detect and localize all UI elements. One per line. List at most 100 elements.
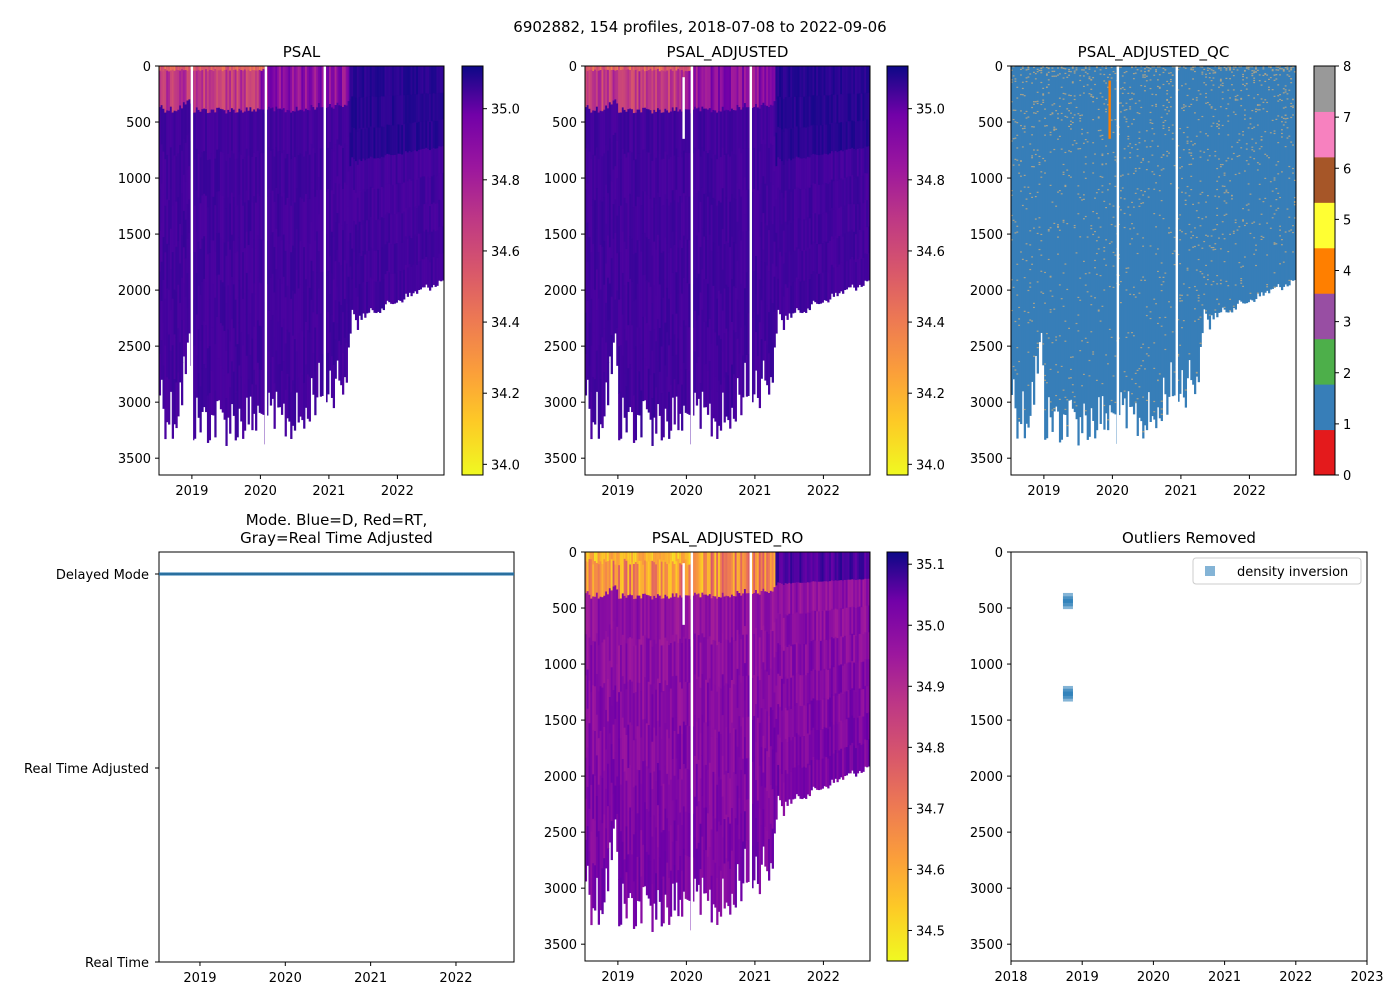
qc-flag8-mark [1092, 119, 1095, 121]
heat-cell [391, 125, 395, 156]
chart-title-line2: Gray=Real Time Adjusted [240, 529, 433, 547]
heat-cell [195, 272, 199, 315]
heat-cell [380, 277, 384, 309]
heat-cell [441, 199, 445, 228]
heat-cell [760, 144, 763, 184]
qc-flag8-mark [1279, 98, 1282, 101]
heat-cell [779, 220, 782, 253]
qc-flag8-mark [1136, 369, 1139, 372]
heat-cell [410, 209, 413, 239]
heat-cell [330, 107, 334, 150]
surface-layer [588, 66, 591, 70]
heat-cell [364, 160, 367, 193]
heat-cell [292, 110, 295, 157]
qc-flag8-mark [1266, 222, 1269, 224]
qc-flag8-mark [1245, 88, 1249, 90]
mode-point [317, 572, 321, 576]
heat-cell [666, 729, 669, 775]
heat-cell [401, 242, 404, 273]
qc-flag8-mark [1140, 347, 1143, 349]
qc-flag8-mark [1279, 229, 1282, 231]
heat-cell [686, 66, 689, 110]
qc-flag8-mark [1169, 231, 1173, 233]
qc-flag8-mark [1149, 111, 1152, 114]
heat-cell [779, 66, 782, 98]
qc-flag8-mark [1219, 80, 1223, 82]
heat-cell [221, 282, 224, 327]
heat-cell [216, 66, 219, 109]
heat-cell [590, 691, 593, 739]
heat-cell [682, 320, 686, 364]
heat-cell [725, 284, 728, 330]
qc-flag8-mark [1031, 134, 1034, 136]
heat-cell [310, 143, 313, 184]
plot-frame [1010, 65, 1297, 476]
heat-cell [829, 153, 832, 183]
heat-cell [197, 329, 200, 374]
heat-cell [334, 300, 337, 340]
surface-layer [621, 66, 625, 70]
qc-flag8-mark [1044, 379, 1047, 381]
heat-cell [236, 390, 239, 438]
heat-cell [719, 293, 723, 340]
heat-cell [586, 630, 589, 670]
heat-cell [212, 196, 215, 241]
mode-point [447, 572, 450, 576]
heat-cell [243, 66, 247, 113]
heat-cell [788, 189, 791, 221]
qc-flag8-mark [1025, 243, 1028, 245]
qc-flag8-mark [1169, 306, 1173, 308]
qc-flag8-mark [1057, 138, 1060, 140]
heat-cell [671, 107, 675, 150]
heat-cell [173, 334, 176, 380]
heat-cell [421, 259, 424, 288]
heat-cell [854, 66, 858, 95]
qc-flag8-mark [1042, 87, 1045, 89]
qc-flag8-mark [1153, 298, 1156, 300]
heat-cell [703, 193, 706, 237]
heat-cell [623, 639, 626, 685]
heat-cell [669, 157, 673, 204]
heat-cell [830, 66, 834, 95]
heat-cell [664, 808, 667, 852]
heat-cell [184, 335, 187, 375]
heat-cell [845, 261, 848, 290]
heat-cell [247, 379, 250, 425]
qc-flag8-mark [1286, 67, 1289, 69]
qc-flag8-mark [1225, 107, 1228, 110]
surface-layer [168, 66, 171, 72]
heat-cell [595, 188, 599, 230]
heat-cell [823, 153, 826, 184]
surface-layer [603, 66, 606, 70]
qc-flag8-mark [1023, 127, 1027, 129]
surface-layer [253, 66, 256, 71]
heat-cell [594, 686, 597, 732]
qc-flag8-mark [1253, 253, 1256, 255]
heat-cell [814, 183, 817, 214]
heat-cell [219, 280, 223, 324]
qc-flag8-mark [1195, 97, 1199, 99]
heat-cell [273, 292, 276, 339]
heat-cell [631, 368, 634, 413]
qc-flag8-mark [1125, 121, 1128, 123]
heat-cell [681, 157, 684, 204]
heat-cell [727, 198, 730, 244]
heat-cell [843, 233, 847, 263]
qc-flag8-mark [1070, 151, 1073, 153]
heat-cell [288, 287, 291, 333]
heat-cell [243, 202, 247, 249]
heat-cell [369, 186, 373, 218]
qc-flag8-mark [1103, 258, 1106, 260]
qc-flag8-mark [1173, 66, 1176, 68]
heat-cell [210, 66, 213, 111]
heat-cell [280, 283, 284, 328]
qc-flag8-mark [1103, 80, 1106, 82]
heat-cell [188, 66, 191, 100]
y-tick-label: 2000 [118, 284, 151, 299]
heat-cell [403, 66, 406, 96]
heat-cell [434, 93, 437, 122]
qc-flag8-mark [1229, 66, 1232, 68]
heat-cell [797, 157, 800, 189]
qc-flag8-mark [1271, 89, 1274, 91]
heat-cell [597, 205, 601, 253]
